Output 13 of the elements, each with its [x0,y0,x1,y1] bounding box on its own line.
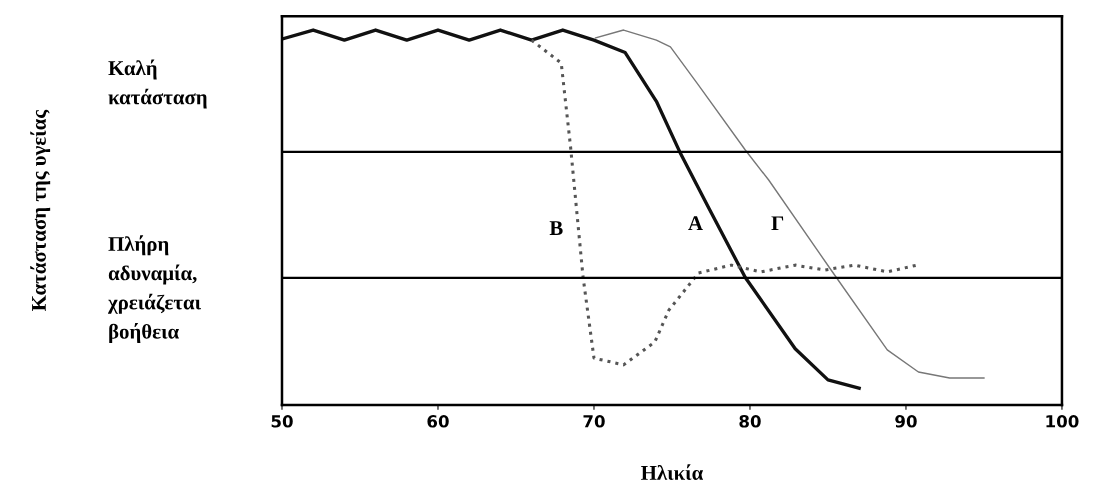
x-tick-label: 70 [583,415,605,428]
x-axis-title: Ηλικία [641,464,704,480]
x-tick-label: 80 [739,415,761,428]
x-tick-label: 100 [1046,415,1079,428]
x-tick-label: 60 [427,415,449,428]
text: Πλήρη αδυναμία, χρειάζεται βοήθεια [107,235,201,343]
text: Κατάσταση της υγείας [30,109,51,311]
x-tick-label: 90 [895,415,917,428]
series-label: B [549,221,563,235]
text: Καλή κατάσταση [108,59,207,109]
series-label: Γ [771,216,784,231]
x-tick-label: 50 [271,415,293,428]
series-label: A [688,216,703,231]
